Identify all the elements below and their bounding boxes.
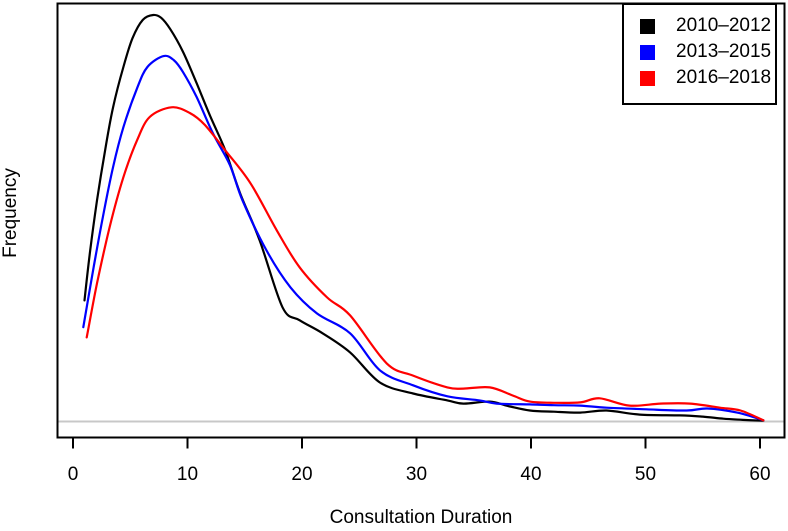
- plot-box: [56, 2, 786, 439]
- density-curve-2010-2012: [83, 13, 765, 422]
- x-axis-ticks: [72, 437, 761, 449]
- y-axis-title: Frequency: [0, 168, 21, 258]
- x-tick-label-40: 40: [520, 464, 541, 485]
- legend-item-2016-2018: 2016–2018: [624, 65, 775, 91]
- legend-label-2016-2018: 2016–2018: [676, 67, 772, 88]
- x-tick-label-10: 10: [177, 464, 198, 485]
- x-tick-label-50: 50: [635, 464, 656, 485]
- density-curves: [82, 13, 765, 422]
- legend-swatch-2013-2015: [640, 44, 655, 60]
- legend-item-2010-2012: 2010–2012: [624, 13, 775, 39]
- density-curve-2013-2015: [82, 54, 765, 422]
- density-curve-2016-2018: [85, 106, 765, 422]
- legend: 2010–2012 2013–2015 2016–2018: [622, 3, 777, 105]
- legend-label-2010-2012: 2010–2012: [676, 15, 772, 36]
- legend-label-2013-2015: 2013–2015: [676, 41, 772, 62]
- x-axis-tick-labels: 0 10 20 30 40 50 60: [68, 464, 771, 485]
- legend-swatch-2010-2012: [640, 18, 655, 34]
- legend-item-2013-2015: 2013–2015: [624, 39, 775, 65]
- plot-border: [56, 2, 786, 439]
- x-axis-title: Consultation Duration: [329, 507, 513, 528]
- legend-swatch-2016-2018: [640, 70, 655, 86]
- x-tick-label-0: 0: [68, 464, 79, 485]
- x-tick-label-60: 60: [749, 464, 770, 485]
- x-tick-label-30: 30: [406, 464, 427, 485]
- x-tick-label-20: 20: [291, 464, 312, 485]
